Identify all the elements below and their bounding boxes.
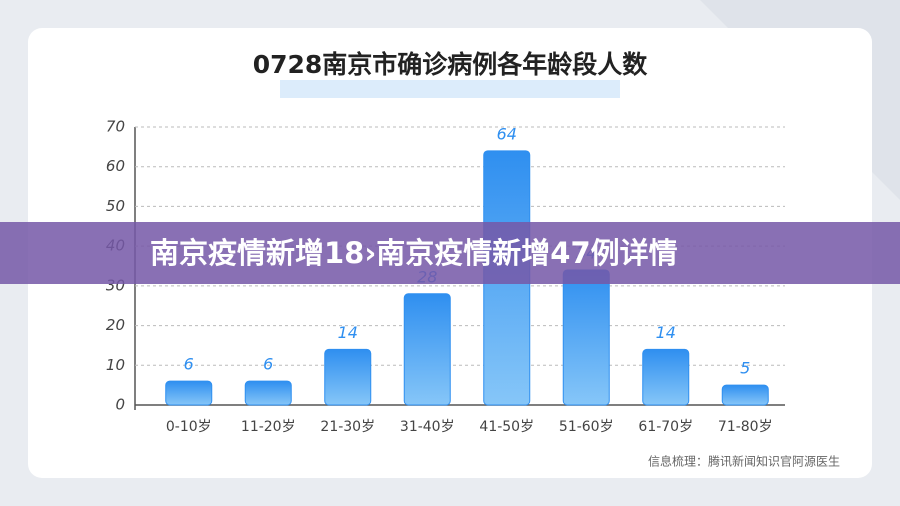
bar — [244, 380, 292, 406]
bar — [642, 348, 690, 406]
bar — [562, 269, 610, 406]
x-tick-label: 71-80岁 — [718, 419, 773, 435]
y-tick-label: 20 — [106, 316, 125, 334]
y-tick-label: 50 — [106, 197, 125, 215]
source-note: 信息梳理：腾讯新闻知识官阿源医生 — [648, 454, 840, 469]
bar — [165, 380, 213, 406]
value-label: 6 — [184, 355, 194, 374]
bar — [721, 384, 769, 406]
x-tick-label: 61-70岁 — [638, 419, 693, 435]
y-tick-label: 0 — [115, 396, 125, 414]
y-tick-label: 70 — [106, 118, 125, 136]
value-label: 6 — [263, 355, 273, 374]
value-label: 14 — [338, 323, 358, 342]
x-tick-label: 41-50岁 — [479, 419, 534, 435]
x-tick-label: 51-60岁 — [559, 419, 614, 435]
chart-title: 0728南京市确诊病例各年龄段人数 — [253, 50, 649, 79]
x-tick-label: 31-40岁 — [400, 419, 455, 435]
banner: 南京疫情新增18›南京疫情新增47例详情 — [0, 222, 900, 284]
value-label: 5 — [740, 359, 750, 378]
title-highlight — [280, 80, 620, 98]
y-tick-label: 10 — [106, 356, 125, 374]
x-tick-label: 11-20岁 — [241, 419, 296, 435]
y-tick-label: 60 — [106, 157, 125, 175]
x-tick-label: 0-10岁 — [166, 419, 212, 435]
bar — [324, 348, 372, 406]
value-label: 14 — [656, 323, 676, 342]
value-label: 64 — [497, 124, 517, 143]
bar — [403, 293, 451, 406]
x-tick-label: 21-30岁 — [320, 419, 375, 435]
